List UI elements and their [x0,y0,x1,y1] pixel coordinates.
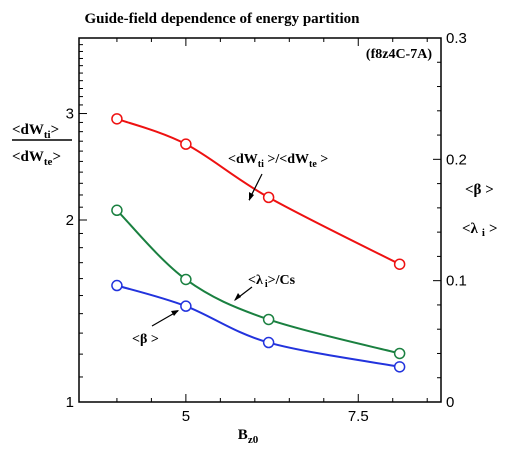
arrow-beta-head [171,310,179,316]
data-point-beta [393,361,406,373]
data-point-lambda_cs [393,347,406,360]
right-y-tick-label: 0.2 [446,151,467,168]
annotation-beta: <β > [132,332,159,347]
axis-ticks: 5 7.5 1 2 3 0 0.1 0.2 0.3 [66,30,467,425]
chart-title: Guide-field dependence of energy partiti… [85,11,361,27]
right-y-tick-label: 0.1 [446,273,467,290]
right-ylabel-beta: <β > [465,182,494,198]
series-line-lambda_cs [116,209,400,355]
series-layer [111,113,406,373]
arrow-lambda-head [234,293,241,301]
series-line-dwti_dwte [116,117,401,266]
data-point-dwti_dwte [111,113,123,125]
data-point-beta [180,300,192,312]
left-y-tick-label: 2 [66,212,74,229]
arrow-dw-head [249,192,254,201]
left-ylabel-numerator: <dWti> [12,122,59,141]
plot-frame [78,37,442,403]
data-point-dwti_dwte [180,138,192,150]
data-point-beta [262,336,275,349]
right-ylabel-lambda: <λ i > [462,221,498,239]
left-y-tick-label: 1 [66,394,74,411]
x-tick-label: 5 [182,408,190,425]
x-tick-label: 7.5 [348,408,369,425]
x-axis-label: Bz0 [238,427,259,446]
series-line-beta [116,284,400,368]
data-point-dwti_dwte [262,191,275,204]
data-point-lambda_cs [180,273,192,286]
data-point-dwti_dwte [393,258,406,270]
right-y-tick-label: 0.3 [446,30,467,47]
left-y-tick-label: 3 [66,106,74,123]
data-point-lambda_cs [111,204,123,217]
data-point-lambda_cs [262,313,275,326]
left-ylabel-denominator: <dWte> [12,149,61,168]
right-y-tick-label: 0 [446,394,454,411]
left-y-axis-label: <dWti> <dWte> [12,122,72,168]
right-y-axis-label: <β > <λ i > [462,182,498,239]
case-annotation: (f8z4C-7A) [366,47,432,62]
annotation-lambda-cs: <λ i>/Cs [248,273,296,290]
annotation-arrows [151,173,263,327]
annotation-dwti-dwte: <dWti >/<dWte > [228,152,328,170]
data-point-beta [111,279,123,292]
